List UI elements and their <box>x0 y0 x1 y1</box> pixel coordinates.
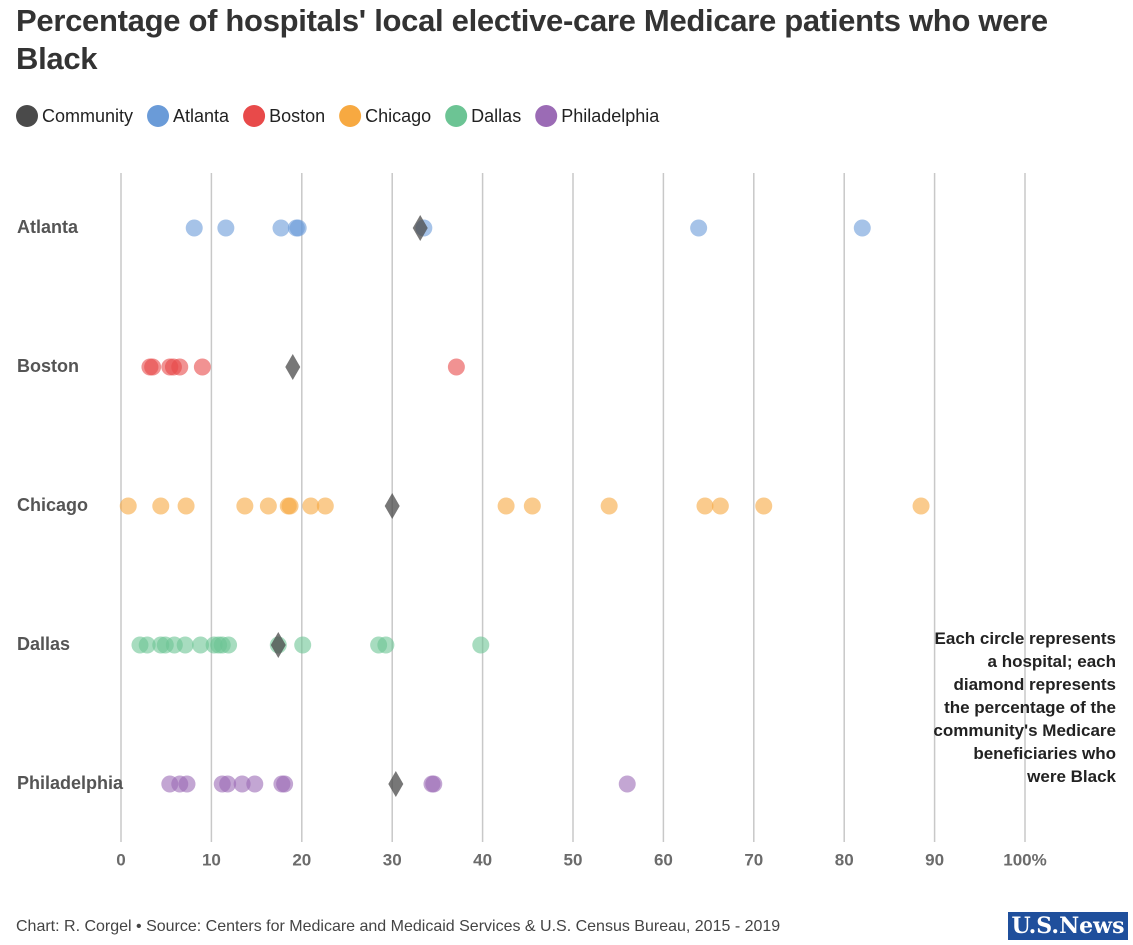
x-tick-label: 40 <box>473 850 492 869</box>
hospital-dot <box>246 775 264 793</box>
hospital-dot <box>236 497 254 515</box>
community-diamond <box>412 215 428 241</box>
x-tick-label: 20 <box>292 850 311 869</box>
row-label: Boston <box>17 356 79 376</box>
legend-swatch <box>243 105 266 127</box>
community-diamond <box>384 493 400 519</box>
hospital-dot <box>523 497 541 515</box>
x-tick-label: 90 <box>925 850 944 869</box>
legend-swatch <box>147 105 170 127</box>
hospital-dot <box>276 775 294 793</box>
hospital-dot <box>193 358 211 376</box>
hospital-dot <box>316 497 334 515</box>
hospital-dot <box>177 497 195 515</box>
legend-label: Philadelphia <box>561 106 660 126</box>
legend-label: Dallas <box>471 106 521 126</box>
hospital-dot <box>272 219 290 237</box>
legend-label: Chicago <box>365 106 431 126</box>
hospital-dot <box>600 497 618 515</box>
legend-swatch <box>339 105 362 127</box>
hospital-dot <box>176 636 194 654</box>
hospital-dot <box>755 497 773 515</box>
x-tick-label: 0 <box>116 850 125 869</box>
hospital-dot <box>447 358 465 376</box>
legend-label: Atlanta <box>173 106 230 126</box>
hospital-dot <box>302 497 320 515</box>
chart-title: Percentage of hospitals' local elective-… <box>16 3 1048 76</box>
hospital-dot <box>690 219 708 237</box>
hospital-dot <box>152 497 170 515</box>
hospital-dot <box>294 636 312 654</box>
hospital-dot <box>217 219 235 237</box>
legend-label: Community <box>42 106 133 126</box>
x-tick-label: 30 <box>383 850 402 869</box>
hospital-dot <box>618 775 636 793</box>
hospital-dot <box>425 775 443 793</box>
community-diamond <box>270 632 286 658</box>
legend-swatch <box>16 105 38 127</box>
x-tick-label: 70 <box>744 850 763 869</box>
hospital-dot <box>472 636 490 654</box>
hospital-dot <box>377 636 395 654</box>
hospital-dot <box>696 497 714 515</box>
row-label: Atlanta <box>17 217 79 237</box>
x-tick-label: 100% <box>1003 850 1046 869</box>
x-tick-label: 50 <box>564 850 583 869</box>
logo: U.S.News <box>1008 912 1128 940</box>
hospital-dot <box>178 775 196 793</box>
row-label: Philadelphia <box>17 773 124 793</box>
legend-label: Boston <box>269 106 325 126</box>
x-tick-label: 10 <box>202 850 221 869</box>
hospital-dot <box>281 497 299 515</box>
hospital-dot <box>192 636 210 654</box>
legend-swatch <box>445 105 468 127</box>
hospital-dot <box>119 497 137 515</box>
hospital-dot <box>233 775 251 793</box>
hospital-dot <box>711 497 729 515</box>
hospital-dot <box>144 358 162 376</box>
community-diamond <box>285 354 301 380</box>
annotation: Each circle represents a hospital; each … <box>933 629 1116 786</box>
hospital-dot <box>259 497 277 515</box>
source: Chart: R. Corgel • Source: Centers for M… <box>16 918 781 935</box>
hospital-dot <box>138 636 156 654</box>
hospital-dot <box>185 219 203 237</box>
row-label: Chicago <box>17 495 88 515</box>
hospital-dot <box>289 219 307 237</box>
row-label: Dallas <box>17 634 70 654</box>
x-tick-label: 60 <box>654 850 673 869</box>
x-tick-label: 80 <box>835 850 854 869</box>
legend-swatch <box>535 105 558 127</box>
community-diamond <box>388 771 404 797</box>
hospital-dot <box>219 775 237 793</box>
hospital-dot <box>912 497 930 515</box>
hospital-dot <box>853 219 871 237</box>
hospital-dot <box>497 497 515 515</box>
hospital-dot <box>171 358 189 376</box>
hospital-dot <box>220 636 238 654</box>
